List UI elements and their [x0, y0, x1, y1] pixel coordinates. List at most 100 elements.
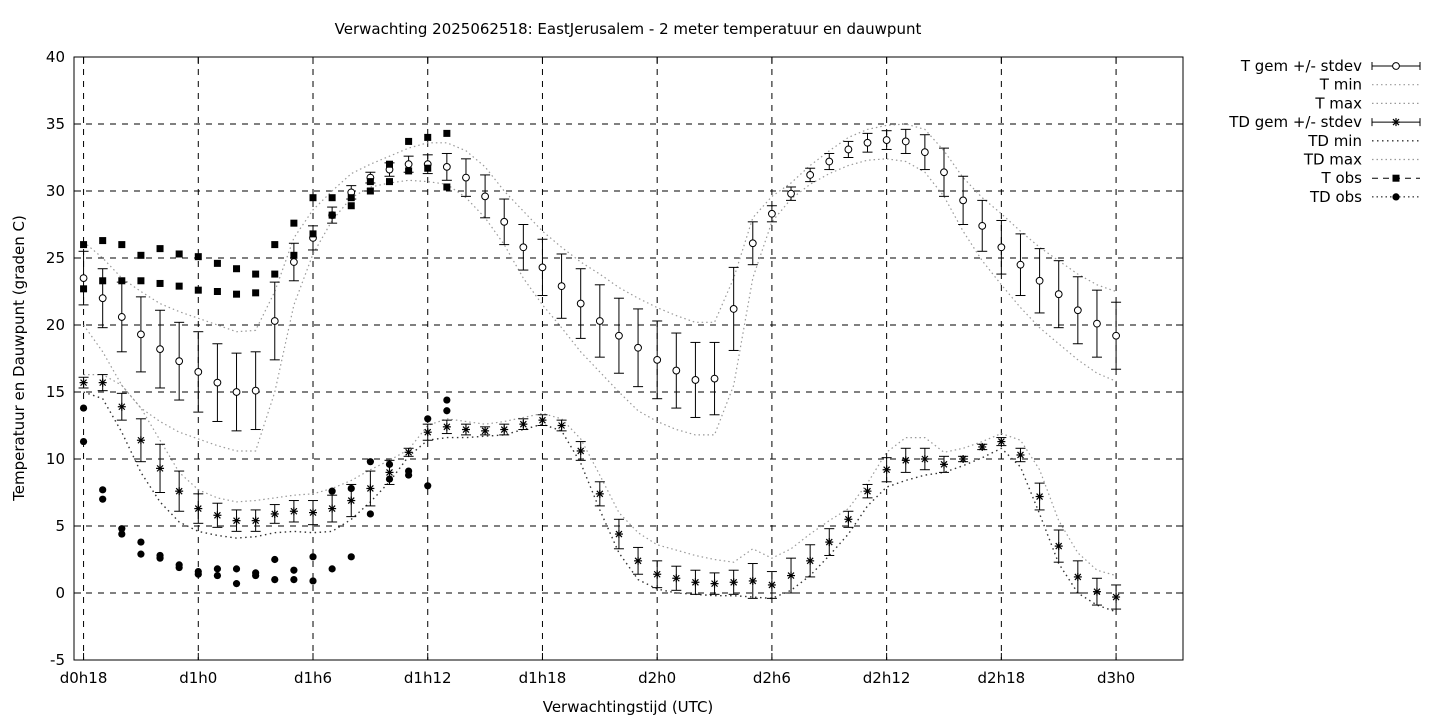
- t-obs-point: [137, 251, 145, 259]
- legend-item: TD gem +/- stdev: [1228, 113, 1421, 131]
- y-tick-label: 10: [46, 450, 65, 468]
- td-mean-point: [442, 422, 451, 431]
- td-mean-point: [901, 456, 910, 465]
- t-obs-point: [424, 133, 432, 141]
- td-obs-point: [309, 553, 317, 561]
- t-obs-point: [271, 241, 279, 249]
- td-mean-point: [79, 378, 88, 387]
- t-obs-point: [328, 194, 336, 202]
- td-mean-point: [920, 455, 929, 463]
- t-mean-point: [748, 239, 757, 248]
- td-obs-point: [213, 571, 222, 580]
- t-mean-point: [137, 330, 145, 339]
- t-mean-point: [538, 263, 547, 272]
- td-obs-point: [328, 487, 336, 495]
- x-tick-label: d2h6: [753, 669, 791, 687]
- t-mean-point: [844, 145, 853, 154]
- td-obs-point: [290, 566, 298, 574]
- legend-item: T obs: [1321, 169, 1420, 187]
- td-mean-point: [634, 556, 643, 565]
- t-mean-point: [653, 355, 662, 364]
- t-mean-point: [194, 368, 203, 376]
- t-obs-point: [443, 183, 451, 191]
- legend-item: T gem +/- stdev: [1240, 57, 1421, 75]
- td-obs-point: [99, 495, 107, 503]
- legend-marker: [1392, 174, 1400, 182]
- t-max-line: [83, 123, 1117, 333]
- t-mean-point: [462, 173, 470, 182]
- td-mean-point: [213, 511, 222, 520]
- td-mean-point: [328, 504, 337, 513]
- td-obs-point: [424, 482, 432, 490]
- t-mean-point: [289, 258, 298, 266]
- t-mean-point: [672, 366, 681, 375]
- t-mean-point: [251, 386, 260, 395]
- t-obs-point: [99, 277, 107, 285]
- t-mean-point: [404, 160, 413, 169]
- legend-item: TD obs: [1309, 188, 1420, 206]
- t-obs-point: [328, 211, 336, 219]
- x-tick-label: d2h18: [978, 669, 1026, 687]
- t-mean-point: [691, 376, 700, 384]
- t-mean-point: [1016, 260, 1025, 269]
- t-obs-point: [213, 288, 221, 295]
- t-obs-point: [366, 178, 374, 186]
- t-mean-point: [595, 317, 604, 325]
- td-obs-point: [213, 565, 222, 573]
- t-mean-point: [729, 305, 738, 313]
- td-mean-point: [595, 489, 604, 498]
- y-tick-label: 5: [55, 517, 65, 535]
- t-obs-point: [347, 202, 355, 210]
- y-tick-label: 40: [46, 48, 65, 66]
- y-tick-label: 25: [46, 249, 65, 267]
- t-obs-point: [137, 277, 145, 285]
- x-tick-label: d1h18: [519, 669, 567, 687]
- legend-item: TD max: [1303, 151, 1420, 169]
- plot-series: [78, 123, 1122, 613]
- legend-label: TD min: [1307, 132, 1362, 150]
- td-mean-point: [710, 579, 719, 588]
- t-mean-point: [997, 243, 1006, 252]
- td-mean-point: [1112, 593, 1121, 602]
- t-obs-point: [309, 194, 317, 202]
- td-mean-point: [1092, 587, 1101, 596]
- td-obs-point: [118, 525, 126, 533]
- t-mean-point: [500, 217, 509, 226]
- t-min-line: [83, 158, 1117, 452]
- t-mean-point: [806, 171, 815, 179]
- t-obs-point: [175, 282, 183, 290]
- t-obs-point: [118, 241, 126, 249]
- td-mean-point: [289, 507, 298, 516]
- td-mean-point: [844, 515, 853, 524]
- x-tick-label: d2h12: [863, 669, 911, 687]
- t-mean-point: [787, 189, 795, 198]
- x-tick-label: d1h12: [404, 669, 452, 687]
- legend-label: T min: [1319, 76, 1362, 94]
- td-mean-point: [691, 578, 700, 587]
- td-obs-point: [309, 577, 317, 585]
- t-mean-point: [863, 138, 872, 147]
- x-tick-label: d3h0: [1097, 669, 1135, 687]
- t-obs-point: [405, 137, 413, 145]
- td-obs-point: [232, 565, 241, 573]
- td-min-line: [83, 391, 1117, 613]
- td-obs-point: [252, 571, 260, 580]
- td-mean-point: [614, 530, 623, 539]
- t-mean-point: [213, 378, 222, 387]
- t-obs-point: [252, 270, 260, 278]
- t-obs-point: [424, 164, 432, 172]
- td-obs-point: [385, 460, 394, 468]
- td-mean-point: [366, 484, 375, 493]
- td-mean-point: [767, 580, 776, 589]
- t-mean-point: [901, 137, 910, 146]
- y-tick-label: -5: [50, 651, 65, 669]
- td-mean-point: [156, 464, 165, 473]
- td-obs-point: [424, 415, 432, 423]
- legend-label: T gem +/- stdev: [1240, 57, 1362, 75]
- t-obs-point: [385, 178, 393, 186]
- td-mean-point: [98, 378, 107, 387]
- grid-lines: [74, 57, 1183, 660]
- t-mean-point: [710, 374, 719, 383]
- td-obs-point: [137, 550, 145, 558]
